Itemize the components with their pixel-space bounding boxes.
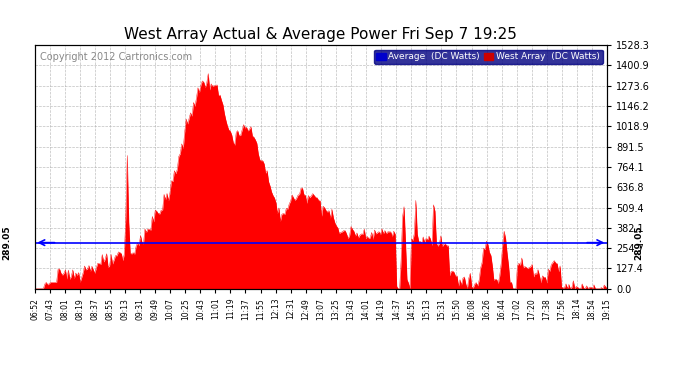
Legend: Average  (DC Watts), West Array  (DC Watts): Average (DC Watts), West Array (DC Watts… bbox=[374, 50, 602, 64]
Text: 289.05: 289.05 bbox=[634, 225, 643, 260]
Title: West Array Actual & Average Power Fri Sep 7 19:25: West Array Actual & Average Power Fri Se… bbox=[124, 27, 518, 42]
Text: 289.05: 289.05 bbox=[3, 225, 12, 260]
Text: Copyright 2012 Cartronics.com: Copyright 2012 Cartronics.com bbox=[40, 53, 193, 62]
